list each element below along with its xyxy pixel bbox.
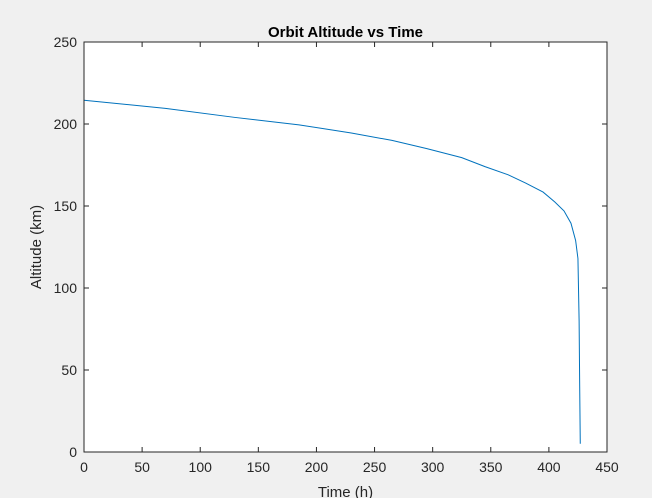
y-tick-label: 150: [54, 198, 78, 214]
axes-box: [83, 41, 608, 453]
chart-title: Orbit Altitude vs Time: [268, 24, 423, 41]
x-tick-label: 300: [421, 459, 445, 475]
x-tick-label: 200: [305, 459, 329, 475]
x-tick-label: 400: [537, 459, 561, 475]
y-tick-label: 0: [69, 444, 77, 460]
y-tick-label: 200: [54, 116, 78, 132]
x-tick-label: 350: [479, 459, 503, 475]
x-tick-label: 150: [247, 459, 271, 475]
axes-background: [84, 42, 607, 452]
x-tick-label: 50: [134, 459, 150, 475]
x-axis-label: Time (h): [318, 484, 373, 498]
series-line-0: [83, 99, 581, 444]
axes: 0 50 100 150 200 250 300 350 400 450 0 50 100 150 200 2…: [54, 34, 619, 475]
y-tick-label: 100: [54, 280, 78, 296]
x-tick-label: 450: [595, 459, 619, 475]
y-axis-label: Altitude (km): [28, 205, 45, 289]
y-tick-label: 50: [61, 362, 77, 378]
plot-area: [83, 99, 581, 444]
x-tick-label: 0: [80, 459, 88, 475]
x-tick-label: 250: [363, 459, 387, 475]
x-tick-label: 100: [189, 459, 213, 475]
y-tick-label: 250: [54, 34, 78, 50]
